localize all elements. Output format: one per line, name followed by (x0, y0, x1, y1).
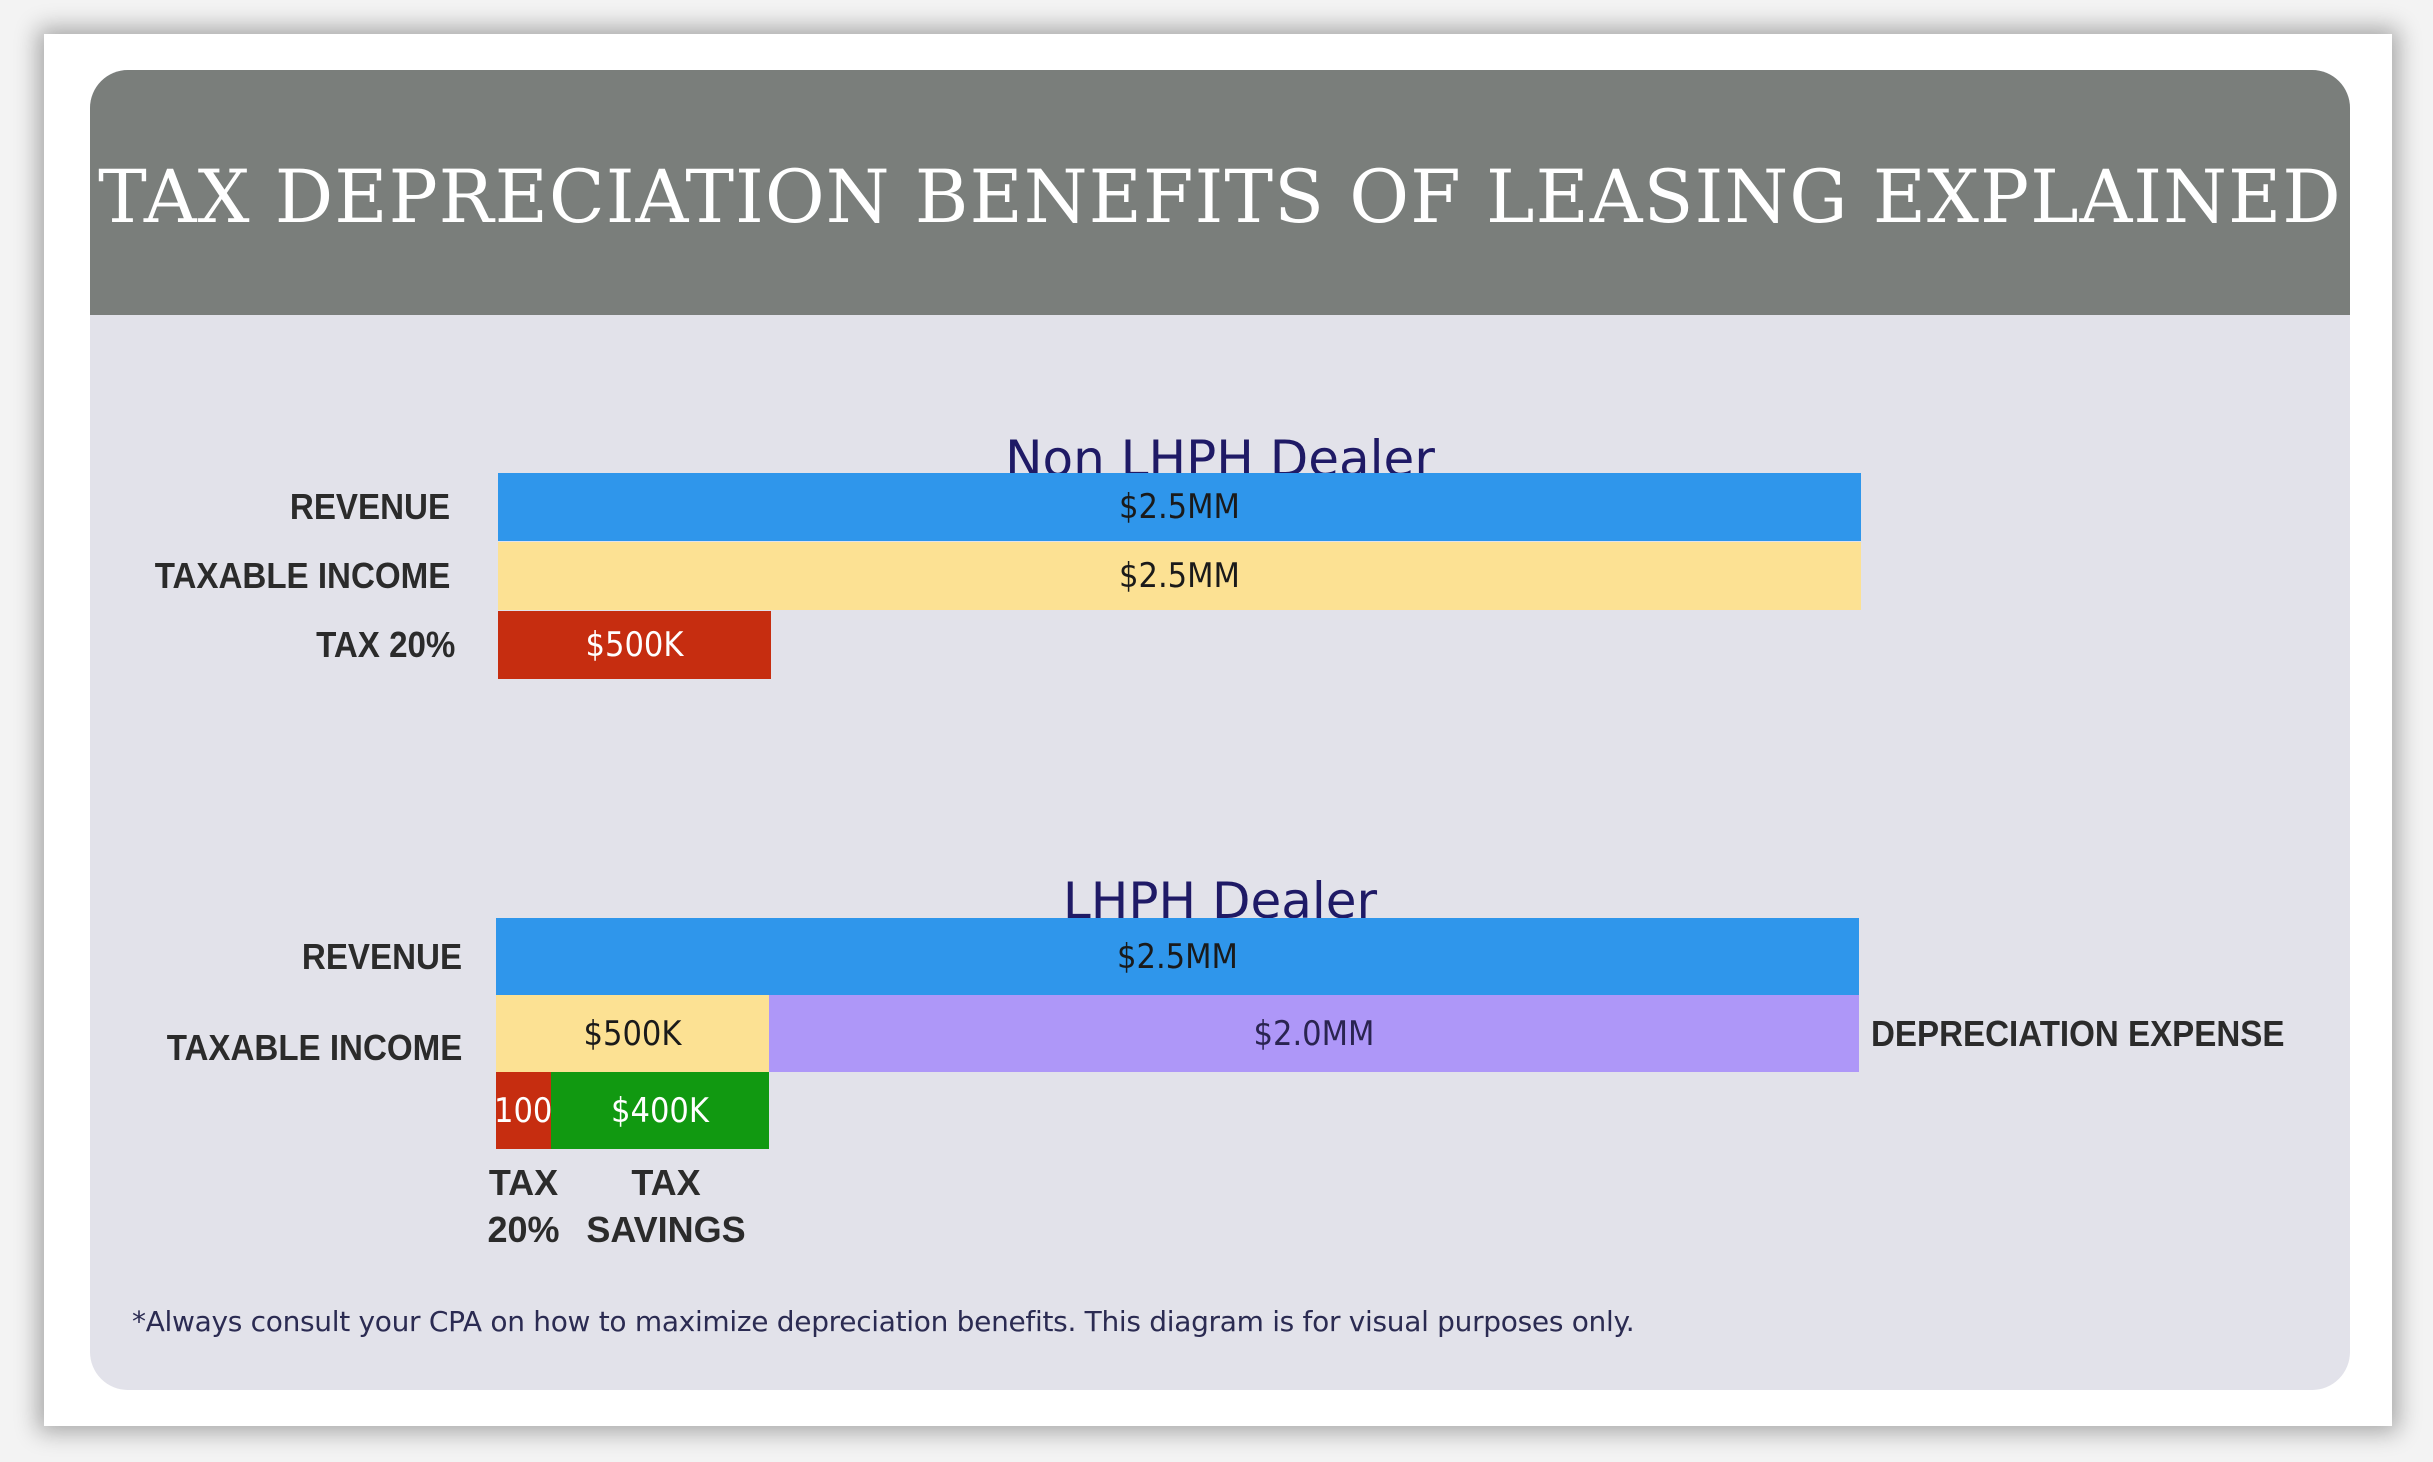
bar-revenue: $2.5MM (498, 473, 1861, 541)
row-label-revenue: REVENUE (289, 486, 450, 527)
segment-caption-tax-20-line-1: TAX (488, 1162, 559, 1203)
bar-segment--2-0mm: $2.0MM (769, 995, 1859, 1072)
segment-caption-tax-savings-line-1: TAX (631, 1162, 701, 1203)
page-title: TAX DEPRECIATION BENEFITS OF LEASING EXP… (98, 155, 2342, 240)
depreciation-expense-label: DEPRECIATION EXPENSE (1871, 1013, 2285, 1054)
bar-segment--400k: $400K (551, 1072, 769, 1149)
title-banner (90, 70, 2350, 315)
segment-caption-tax-savings-line-2: SAVINGS (586, 1209, 746, 1250)
row-label-tax-20: TAX 20% (315, 624, 455, 665)
row-label-taxable-income: TAXABLE INCOME (154, 555, 450, 596)
infographic-card: TAX DEPRECIATION BENEFITS OF LEASING EXP… (90, 70, 2350, 1390)
row-label-lhph-revenue: REVENUE (301, 936, 462, 977)
bar-taxable-income: $2.5MM (498, 542, 1861, 610)
bar-tax-20: $500K (498, 611, 771, 679)
bar-segment--2-5mm: $2.5MM (496, 918, 1859, 995)
bar-segment--500k: $500K (496, 995, 769, 1072)
row-label-lhph-taxable-income: TAXABLE INCOME (166, 1027, 462, 1068)
bar-segment--100k: $100K (496, 1072, 551, 1149)
footnote: *Always consult your CPA on how to maxim… (132, 1305, 1635, 1338)
segment-caption-tax-20-line-2: 20% (487, 1209, 560, 1250)
